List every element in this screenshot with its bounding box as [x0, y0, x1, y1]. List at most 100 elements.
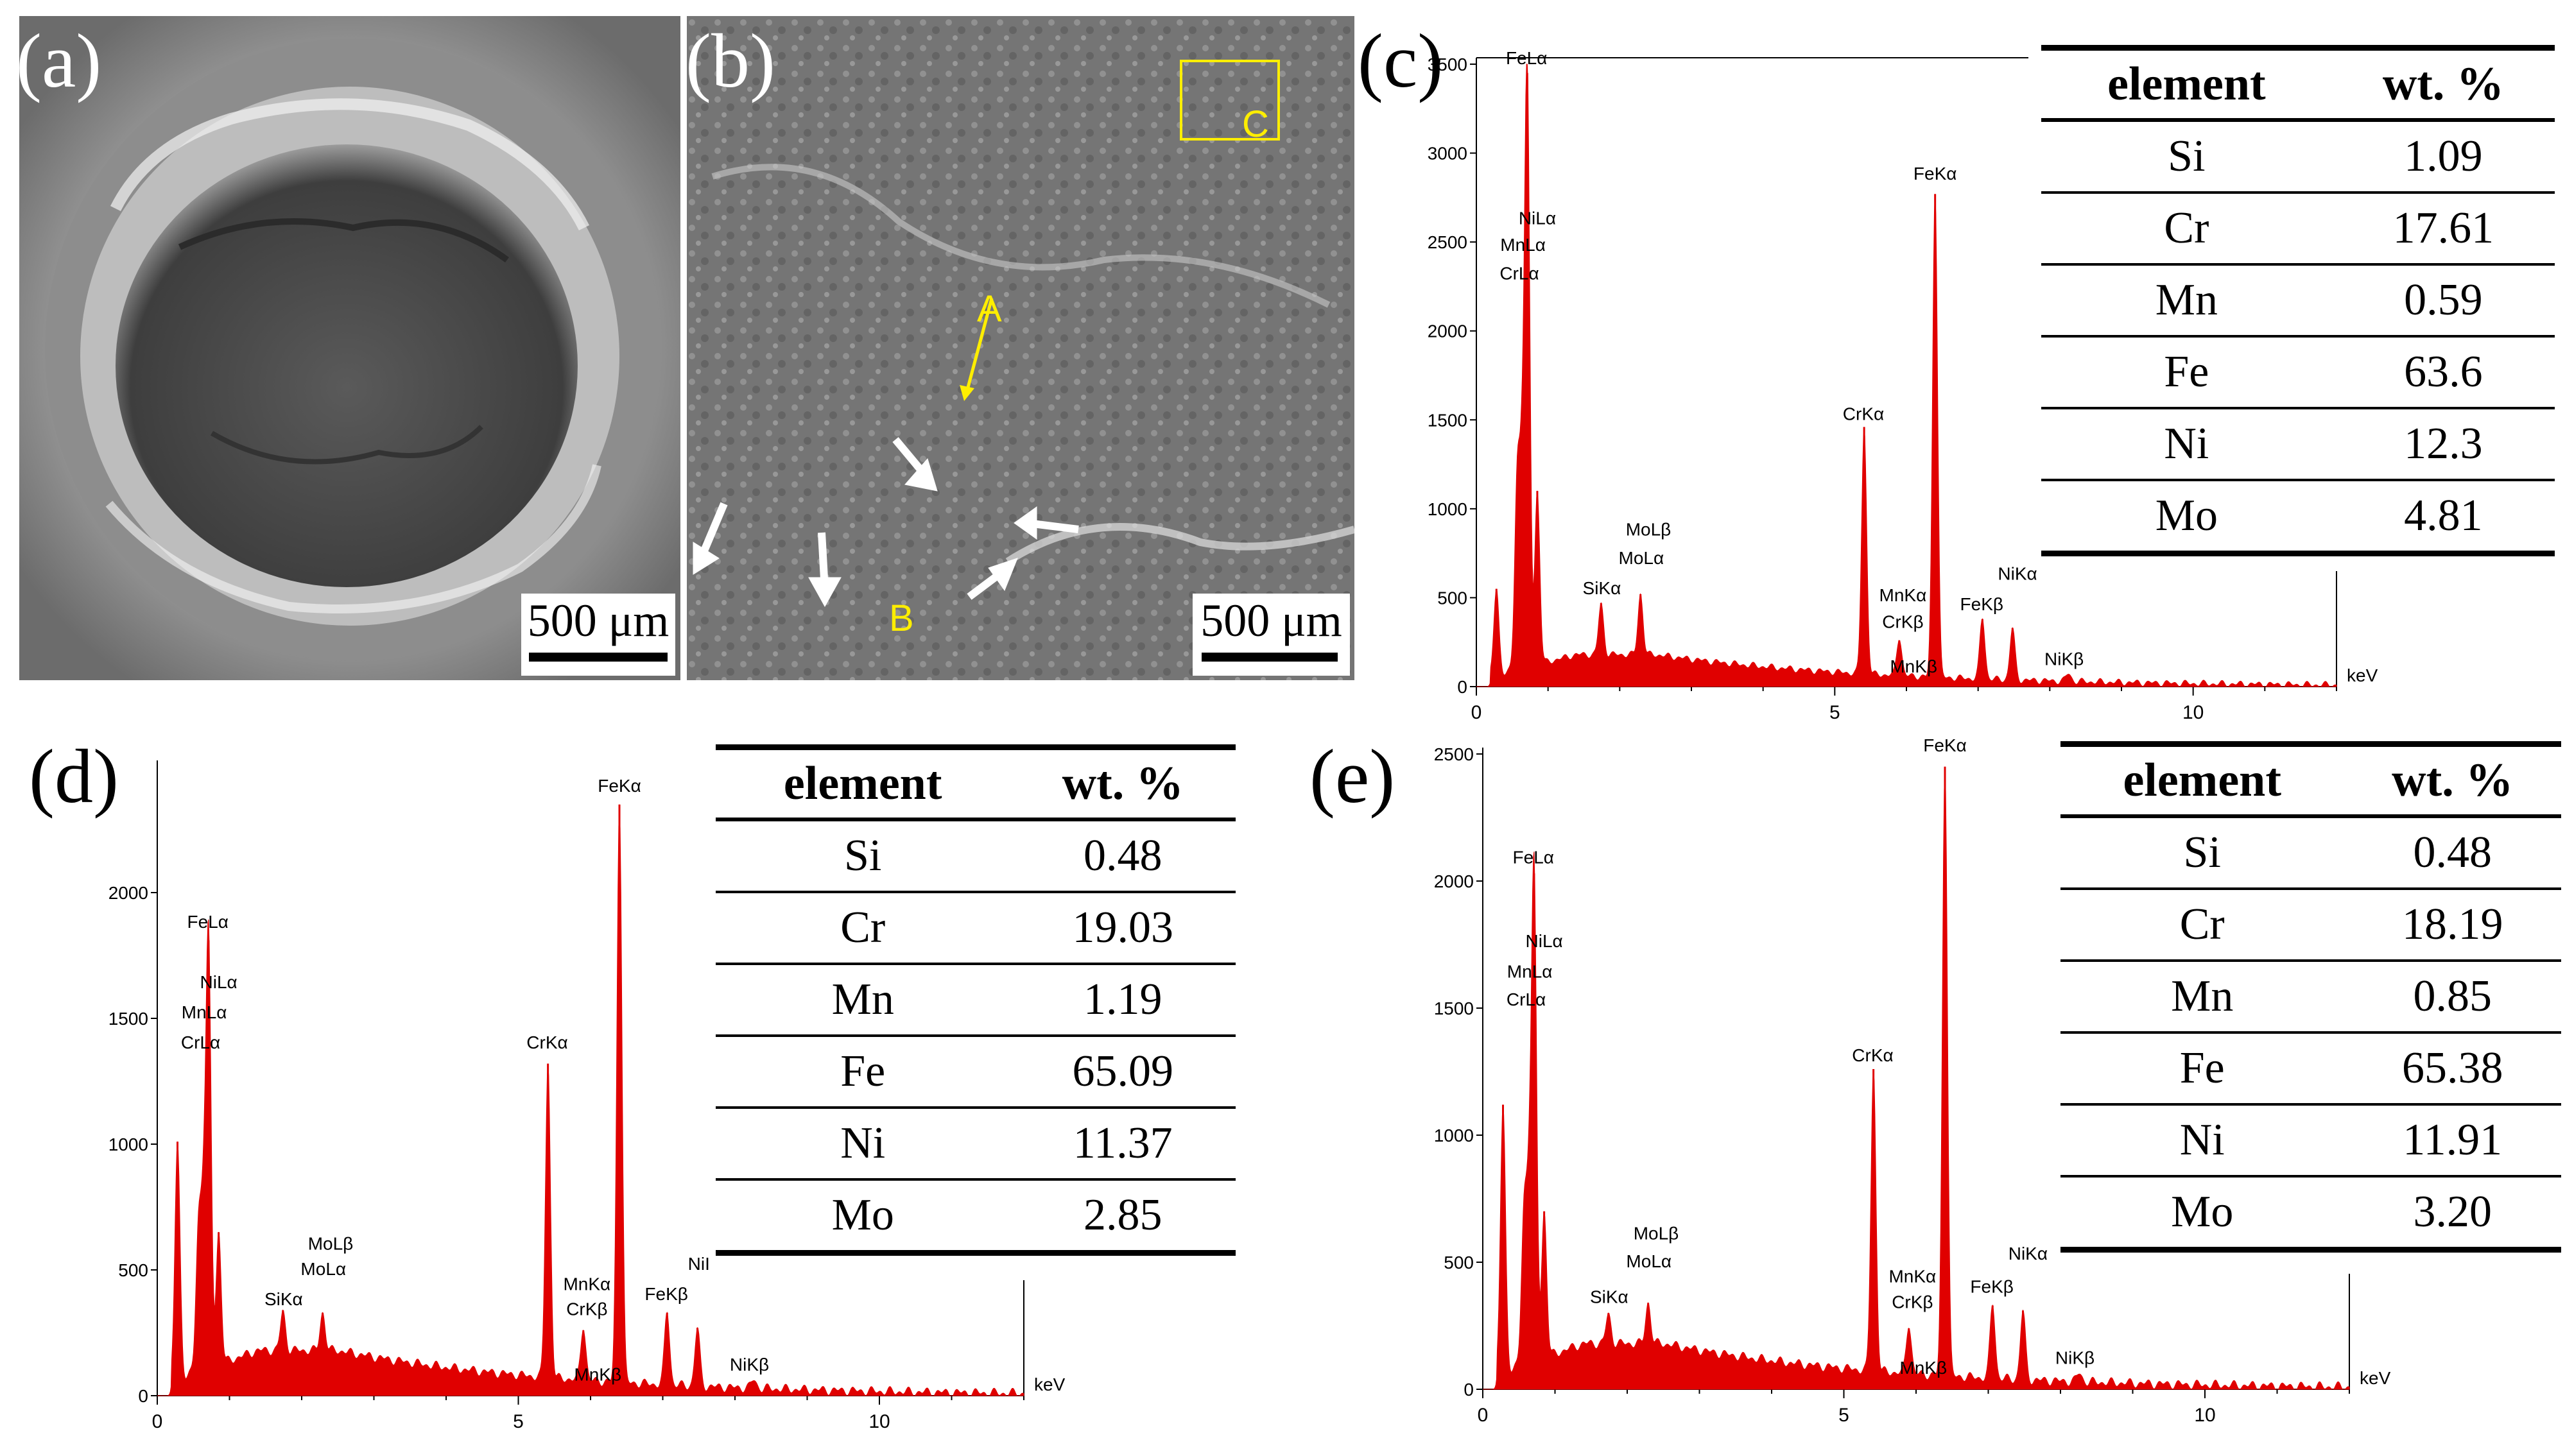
element-cell: Mo: [2041, 480, 2332, 556]
table-row: Mn 1.19: [716, 964, 1236, 1037]
label-a-point: A: [977, 288, 1002, 330]
peak-label: NiI: [688, 1254, 710, 1274]
peak-label: FeKα: [1913, 164, 1957, 184]
peak-label: SiKα: [1583, 578, 1621, 598]
panel-label-d: (d): [29, 733, 119, 819]
panel-label-e: (e): [1309, 733, 1395, 819]
element-cell: Ni: [2060, 1104, 2344, 1178]
x-axis-label: keV: [1034, 1375, 1066, 1394]
peak-label: MoLβ: [1626, 519, 1671, 539]
peak-label: CrKβ: [566, 1299, 607, 1319]
table-row: Mo 4.81: [2041, 480, 2555, 556]
wt-cell: 63.6: [2331, 336, 2555, 409]
element-cell: Si: [2041, 120, 2332, 194]
y-tick-label: 1500: [108, 1009, 148, 1029]
element-cell: Cr: [2041, 193, 2332, 266]
peak-label: CrKβ: [1892, 1292, 1933, 1312]
table-header: element wt. %: [2060, 741, 2561, 818]
element-cell: Ni: [716, 1108, 1010, 1181]
scalebar-a: 500 μm: [521, 594, 675, 676]
wt-cell: 18.19: [2344, 889, 2561, 962]
wt-cell: 0.48: [1010, 819, 1236, 893]
element-cell: Si: [716, 819, 1010, 893]
y-tick-label: 500: [118, 1260, 148, 1280]
peak-label: FeKβ: [1960, 594, 2003, 614]
peak-label: MnLα: [182, 1002, 227, 1022]
scalebar-b-label: 500 μm: [1200, 595, 1342, 646]
element-cell: Mn: [716, 964, 1010, 1037]
table-row: Mn 0.59: [2041, 264, 2555, 338]
panel-label-c: (c): [1358, 18, 1444, 103]
peak-label: MnKα: [563, 1274, 610, 1294]
wt-cell: 12.3: [2331, 408, 2555, 481]
peak-label: MnLα: [1507, 961, 1553, 981]
wt-cell: 17.61: [2331, 193, 2555, 266]
y-tick-label: 1500: [1428, 410, 1467, 430]
header-wt: wt. %: [2344, 741, 2561, 818]
scalebar-b-line: [1202, 653, 1338, 662]
y-tick-label: 500: [1444, 1253, 1474, 1272]
table-row: Fe 63.6: [2041, 336, 2555, 409]
spectrum-area: [1476, 64, 2337, 687]
eds-spectrum-d: 0 500 1000 1500 2000 0 5 10 keV FeLα NiLα MnLα CrLα M…: [108, 754, 1072, 1444]
spectrum-area: [1483, 766, 2350, 1390]
element-cell: Mn: [2041, 264, 2332, 338]
peak-label: NiLα: [1519, 208, 1556, 228]
wt-cell: 65.38: [2344, 1032, 2561, 1106]
element-cell: Ni: [2041, 408, 2332, 481]
wt-cell: 3.20: [2344, 1176, 2561, 1253]
panel-label-b: (b): [686, 18, 775, 103]
y-tick-label: 1000: [1428, 499, 1467, 519]
peak-label: MoLα: [1626, 1251, 1671, 1271]
peak-label: CrKα: [1852, 1045, 1893, 1065]
wt-cell: 1.19: [1010, 964, 1236, 1037]
peak-label: FeLα: [1506, 48, 1547, 68]
element-cell: Fe: [716, 1036, 1010, 1109]
table-row: Ni 11.37: [716, 1108, 1236, 1181]
y-tick-label: 1000: [1434, 1126, 1474, 1145]
peak-label: NiLα: [200, 972, 238, 992]
wt-cell: 65.09: [1010, 1036, 1236, 1109]
peak-label: CrKα: [526, 1032, 567, 1052]
sem-image-a: 500 μm: [19, 16, 680, 680]
peak-label: MnKβ: [574, 1364, 621, 1384]
scalebar-b: 500 μm: [1193, 594, 1350, 676]
peak-label: SiKα: [1590, 1287, 1628, 1306]
y-tick-label: 1500: [1434, 998, 1474, 1018]
element-cell: Fe: [2060, 1032, 2344, 1106]
wt-cell: 1.09: [2331, 120, 2555, 194]
header-wt: wt. %: [2331, 45, 2555, 122]
peak-label: FeKα: [1923, 735, 1967, 755]
table-body: Si 1.09 Cr 17.61 Mn 0.59 Fe 63.6 Ni 12.3 Mo 4.81: [2041, 120, 2555, 556]
scalebar-a-line: [529, 653, 668, 662]
spectrum-area: [157, 804, 1024, 1396]
table-row: Ni 12.3: [2041, 408, 2555, 481]
x-tick-label: 0: [1478, 1405, 1489, 1426]
y-tick-label: 2500: [1434, 744, 1474, 764]
peak-label: SiKα: [264, 1289, 303, 1309]
peak-label: FeKβ: [1970, 1277, 2013, 1297]
eds-spectrum-c-svg: 0 500 1000 1500 2000 2500 3000 3500 0 5 10 keV FeLα N…: [1428, 48, 2378, 723]
table-header: element wt. %: [716, 744, 1236, 821]
peak-label: MnLα: [1500, 235, 1546, 255]
peak-label: MoLα: [1619, 548, 1664, 568]
y-tick-label: 500: [1437, 588, 1467, 608]
element-cell: Mo: [716, 1179, 1010, 1256]
composition-table-e: element wt. % Si 0.48 Cr 18.19 Mn 0.85 Fe 65.38…: [2060, 741, 2561, 1253]
element-cell: Cr: [2060, 889, 2344, 962]
header-element: element: [716, 744, 1010, 821]
label-b-point: B: [889, 597, 914, 639]
header-element: element: [2060, 741, 2344, 818]
x-tick-label: 5: [513, 1411, 524, 1432]
x-tick-label: 0: [152, 1411, 163, 1432]
header-wt: wt. %: [1010, 744, 1236, 821]
peak-label: MoLβ: [1634, 1223, 1679, 1243]
sem-image-a-drawing: [19, 16, 680, 680]
table-row: Mo 2.85: [716, 1179, 1236, 1256]
eds-spectrum-d-svg: 0 500 1000 1500 2000 0 5 10 keV FeLα NiLα MnLα CrLα M…: [108, 760, 1066, 1432]
table-row: Si 0.48: [716, 819, 1236, 893]
table-row: Cr 18.19: [2060, 889, 2561, 962]
peak-label: CrLα: [1507, 989, 1546, 1009]
composition-table-d: element wt. % Si 0.48 Cr 19.03 Mn 1.19 Fe 65.09…: [716, 744, 1236, 1256]
y-tick-label: 3500: [1428, 55, 1467, 74]
